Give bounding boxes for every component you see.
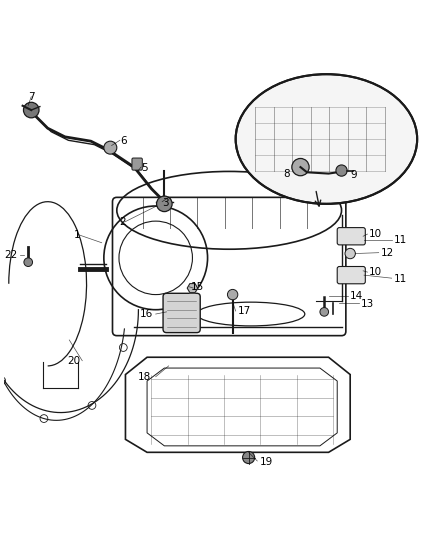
Circle shape (24, 102, 39, 118)
Text: 12: 12 (381, 248, 394, 257)
Circle shape (243, 451, 254, 464)
Text: 22: 22 (4, 250, 18, 260)
Text: 17: 17 (238, 306, 251, 316)
Text: 15: 15 (191, 282, 205, 292)
Text: 6: 6 (120, 136, 127, 146)
Polygon shape (187, 284, 198, 293)
Text: 3: 3 (162, 198, 169, 207)
Text: 8: 8 (283, 168, 290, 179)
Text: 10: 10 (369, 229, 382, 239)
FancyBboxPatch shape (337, 228, 365, 245)
Text: 10: 10 (369, 267, 382, 277)
Text: 20: 20 (67, 356, 80, 366)
Circle shape (292, 158, 309, 176)
Text: 18: 18 (138, 372, 152, 382)
Circle shape (345, 248, 355, 259)
FancyBboxPatch shape (337, 266, 365, 284)
Text: 13: 13 (361, 298, 374, 309)
Text: 11: 11 (393, 235, 406, 245)
Circle shape (156, 196, 172, 212)
Circle shape (227, 289, 238, 300)
FancyBboxPatch shape (163, 293, 200, 333)
Ellipse shape (236, 74, 417, 204)
Text: 16: 16 (140, 309, 154, 319)
Text: 2: 2 (120, 217, 126, 227)
Text: 1: 1 (74, 230, 80, 239)
Circle shape (24, 258, 32, 266)
Text: 7: 7 (28, 92, 35, 102)
Text: 11: 11 (393, 273, 406, 284)
Text: 19: 19 (259, 457, 273, 467)
Circle shape (336, 165, 347, 176)
Circle shape (320, 308, 328, 316)
Text: 14: 14 (350, 291, 364, 301)
Circle shape (104, 141, 117, 154)
Text: 5: 5 (141, 163, 148, 173)
FancyBboxPatch shape (132, 158, 142, 170)
Text: 9: 9 (350, 170, 357, 180)
